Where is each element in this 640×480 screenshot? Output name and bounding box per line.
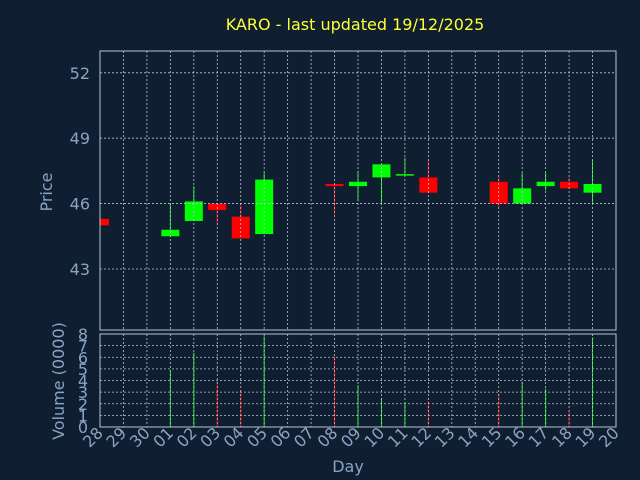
- y-tick-label: 52: [70, 64, 90, 83]
- candle-body: [100, 218, 109, 226]
- price-frame: [99, 50, 617, 331]
- candle-body: [325, 183, 344, 187]
- y-tick-label: 43: [70, 260, 90, 279]
- plot: 4346495201234567828293001020304050607080…: [70, 51, 623, 451]
- candle-body: [372, 164, 391, 178]
- volume-tick-label: 1: [78, 406, 88, 425]
- volume-tick-label: 0: [78, 418, 88, 437]
- price-panel: [100, 157, 602, 239]
- chart-title: KARO - last updated 19/12/2025: [226, 15, 485, 34]
- candle-body: [419, 177, 438, 193]
- y-tick-label: 46: [70, 195, 90, 214]
- volume-tick-label: 4: [78, 372, 88, 391]
- volume-axis-label: Volume (0000): [49, 322, 68, 440]
- volume-tick-label: 6: [78, 348, 88, 367]
- candle-body: [208, 203, 227, 211]
- volume-tick-label: 3: [78, 383, 88, 402]
- volume-panel: [169, 336, 594, 427]
- volume-frame: [99, 333, 617, 428]
- candle-body: [161, 229, 180, 237]
- candle-body: [255, 179, 274, 235]
- volume-tick-label: 8: [78, 325, 88, 344]
- y-axis-label: Price: [37, 172, 56, 211]
- y-tick-label: 49: [70, 129, 90, 148]
- candle-body: [560, 181, 579, 189]
- candle-body: [395, 174, 414, 176]
- volume-tick-label: 5: [78, 360, 88, 379]
- x-tick-label: 20: [595, 423, 623, 451]
- x-axis-label: Day: [332, 457, 364, 476]
- volume-tick-label: 2: [78, 395, 88, 414]
- volume-tick-label: 7: [78, 337, 88, 356]
